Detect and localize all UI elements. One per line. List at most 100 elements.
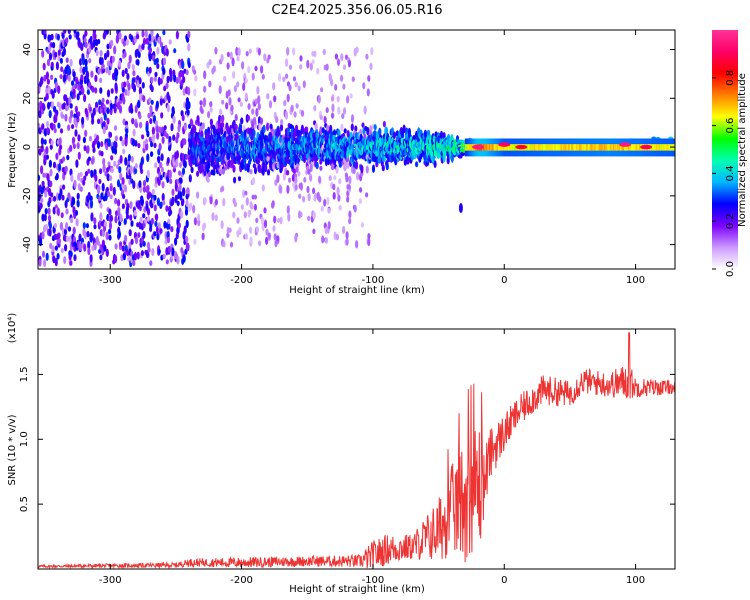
spectrogram-cell — [299, 211, 303, 218]
spectrogram-cell — [50, 33, 54, 41]
spectrogram-cell — [103, 52, 108, 61]
spectrogram-cell — [140, 157, 144, 166]
spectrogram-cell — [60, 66, 64, 73]
spectrogram-cell — [45, 87, 49, 94]
spectrogram-cell — [175, 158, 179, 168]
spectrogram-cell — [72, 226, 76, 235]
spectrogram-cell — [60, 247, 64, 254]
spectrogram-cell — [125, 213, 130, 220]
spectrogram-cell — [71, 124, 75, 130]
spectrogram-cell — [94, 74, 98, 82]
spectrogram-cell — [139, 216, 143, 223]
spectrogram-cell — [154, 71, 158, 78]
spectrogram-cell — [90, 70, 94, 78]
spectrogram-cell — [279, 185, 283, 194]
spectrogram-cell — [103, 244, 107, 252]
spectrogram-cell — [40, 165, 44, 175]
spectrogram-cell — [294, 176, 298, 184]
spectrogram-cell — [181, 167, 186, 175]
spectrogram-cell — [140, 197, 144, 206]
spectrogram-cell — [354, 160, 359, 170]
spectrogram-cell — [344, 54, 349, 60]
spectrogram-cell — [94, 87, 98, 94]
spectrogram-cell — [194, 75, 198, 82]
spectrogram-cell — [351, 76, 355, 82]
spectrogram-cell — [94, 174, 98, 182]
spectrogram-cell — [69, 250, 73, 258]
spectrogram-cell — [81, 116, 85, 125]
spectrogram-cell — [141, 134, 145, 140]
spectrogram-cell — [93, 224, 97, 230]
spectrogram-cell — [251, 177, 256, 185]
spectrogram-cell — [42, 172, 46, 178]
spectrogram-cell — [267, 232, 271, 239]
spectrogram-cell — [163, 220, 167, 229]
spectrogram-cell — [203, 70, 207, 80]
spectrogram-cell — [348, 217, 352, 225]
spectrogram-cell — [317, 94, 321, 104]
spectrogram-cell — [168, 39, 172, 45]
spectrogram-cell — [222, 240, 226, 248]
spectrogram-cell — [147, 246, 151, 253]
spectrogram-cell — [52, 42, 56, 49]
spectrogram-cell — [106, 190, 111, 197]
spectrogram-cell — [160, 166, 164, 173]
spectrogram-cell — [347, 184, 351, 190]
spectrogram-cell — [286, 205, 290, 215]
spectrogram-cell — [242, 189, 246, 198]
spectrogram-cell — [155, 213, 159, 222]
spectrogram-cell — [79, 186, 83, 192]
spectrogram-cell — [100, 57, 104, 66]
spectrogram-cell — [326, 196, 330, 206]
spectrogram-cell — [76, 199, 80, 208]
spectrogram-cell — [190, 119, 194, 127]
spectrogram-cell — [367, 75, 371, 82]
spectrogram-cell — [99, 87, 103, 94]
spectrogram-cell — [175, 30, 179, 40]
spectrogram-cell — [97, 67, 101, 75]
spectrogram-cell — [307, 215, 311, 221]
spectrogram-cell — [318, 195, 322, 203]
spectrogram-cell — [153, 204, 157, 212]
spectrogram-cell — [183, 225, 187, 235]
spectrogram-cell — [149, 118, 153, 125]
spectrogram-cell — [340, 53, 344, 62]
spectrogram-cell — [108, 131, 113, 138]
spectrogram-cell — [50, 74, 54, 81]
spectrogram-cell — [199, 105, 203, 113]
spectrogram-cell — [117, 210, 121, 217]
spectrogram-cell — [127, 61, 131, 70]
spectrogram-cell — [44, 208, 48, 215]
spectrogram-cell — [244, 77, 248, 84]
spectrogram-cell — [346, 196, 350, 203]
spectrogram-cell — [306, 185, 310, 194]
spectrogram-cell — [285, 73, 289, 79]
spectrogram-cell — [269, 123, 273, 130]
spectrogram-cell — [169, 73, 173, 83]
spectrogram-cell — [187, 101, 191, 110]
spectrogram-cell — [125, 206, 130, 212]
spectrogram-cell — [187, 86, 191, 96]
spectrogram-cell — [115, 68, 119, 77]
spectrogram-cell — [331, 103, 335, 113]
spectrogram-cell — [109, 175, 113, 181]
spectrogram-cell — [91, 245, 95, 252]
spectrogram-cell — [153, 231, 157, 237]
spectrogram-cell — [69, 58, 73, 67]
spectrogram-cell — [93, 242, 97, 251]
spectrogram-cell — [332, 192, 336, 200]
spectrogram-cell — [324, 237, 329, 244]
spectrogram-cell — [214, 198, 218, 206]
spectrogram-cell — [129, 201, 133, 210]
spectrogram-cell — [62, 184, 66, 190]
spectrogram-cell — [309, 164, 313, 172]
spectrogram-cell — [276, 218, 281, 223]
spectrogram-cell — [178, 162, 183, 168]
spectrogram-cell — [55, 152, 59, 160]
spectrogram-cell — [159, 228, 163, 234]
spectrogram-cell — [100, 150, 104, 157]
spectrogram-cell — [105, 99, 110, 105]
spectrogram-cell — [236, 55, 240, 62]
spectrogram-cell — [41, 231, 45, 240]
